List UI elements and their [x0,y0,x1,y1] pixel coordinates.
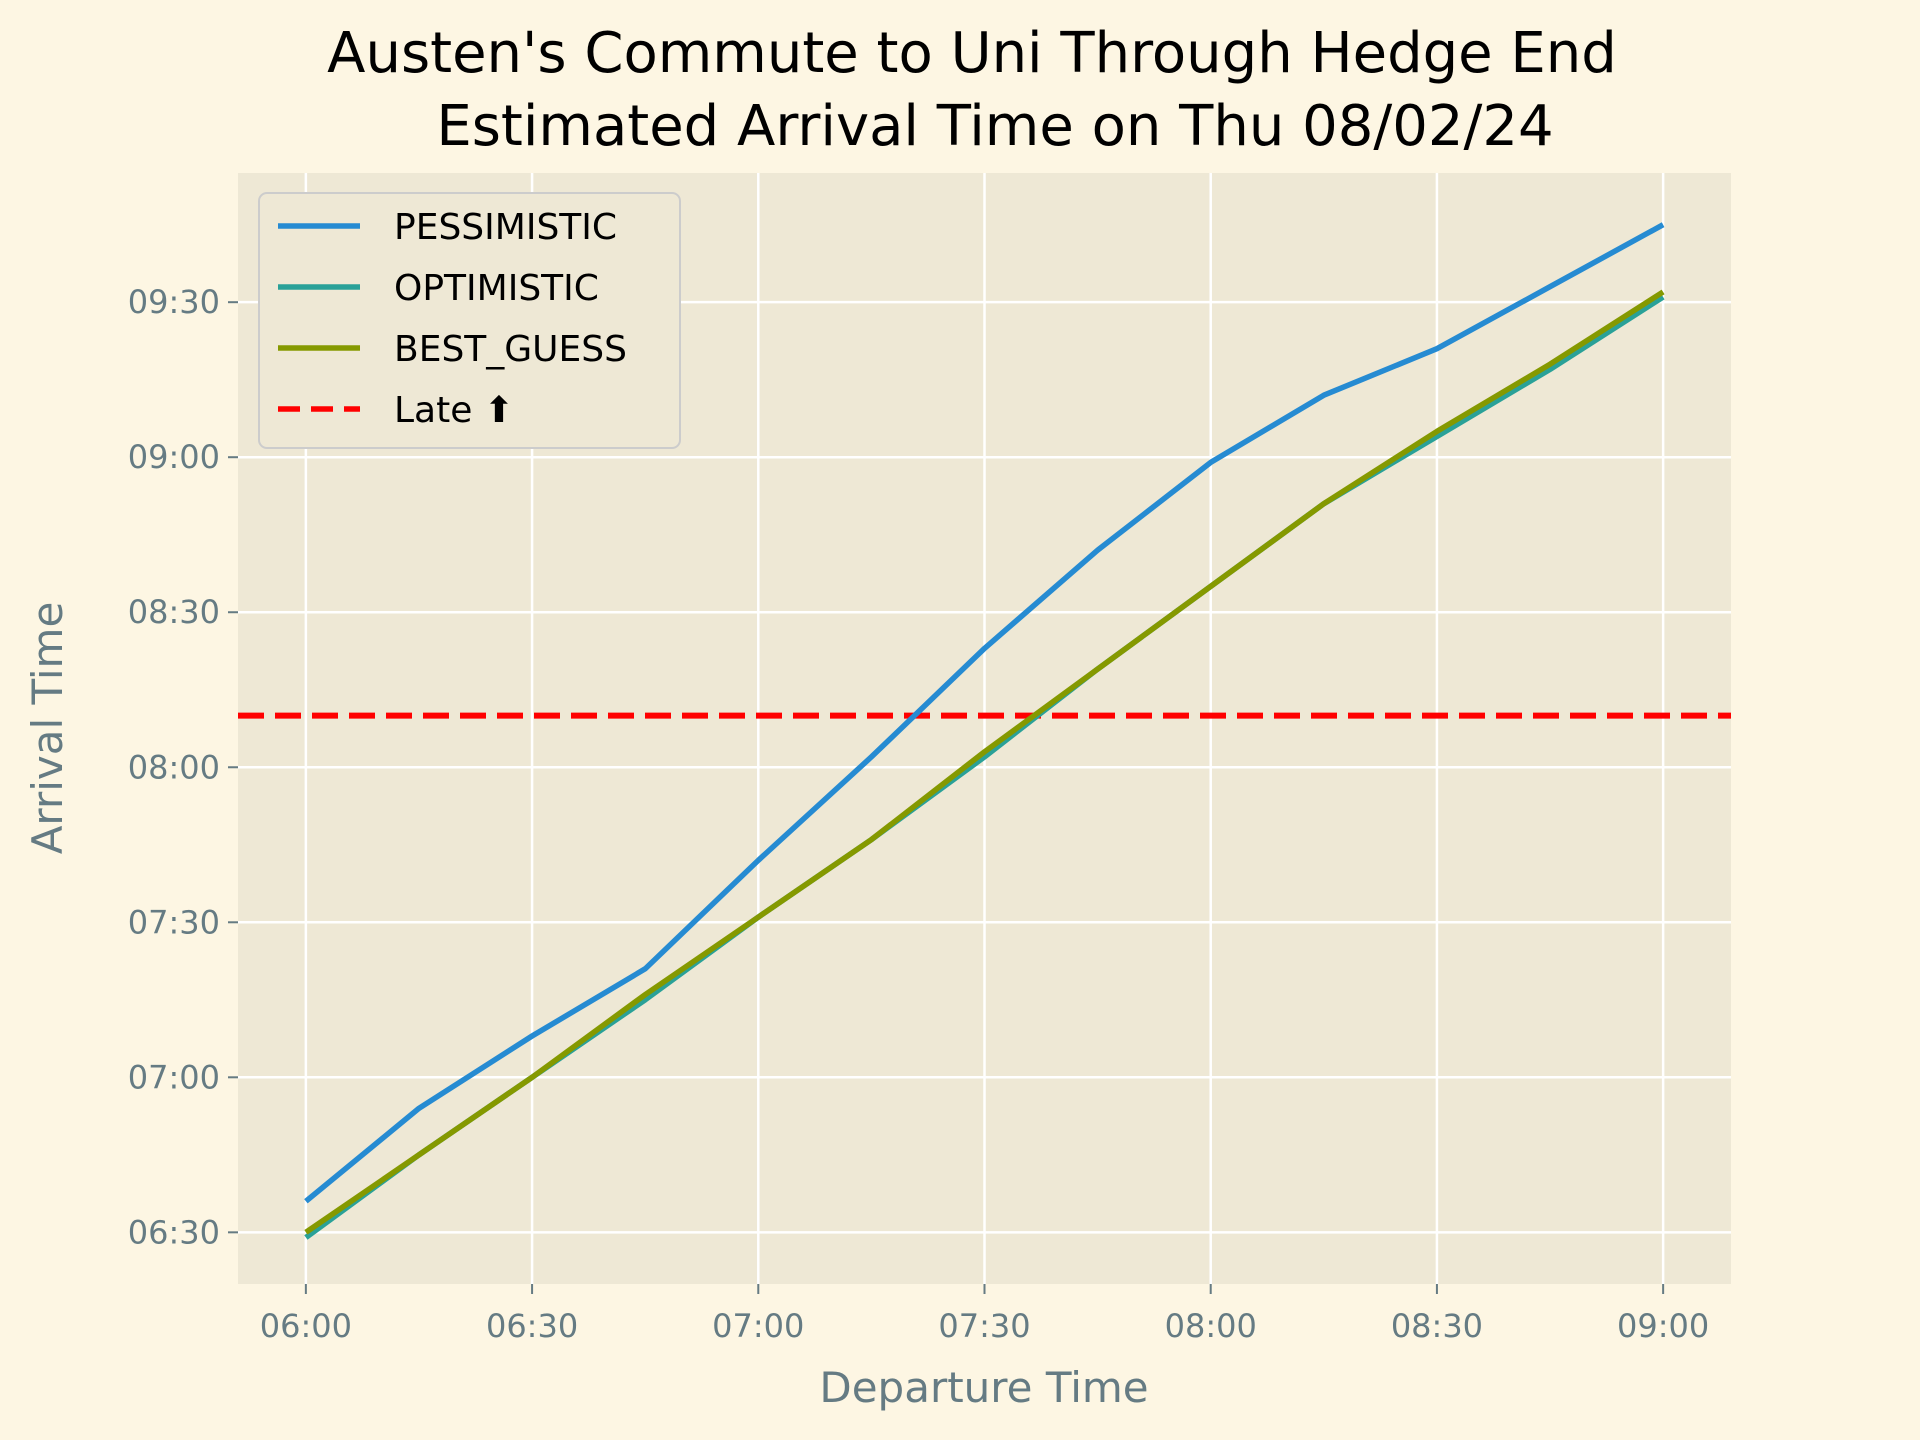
y-axis: 06:30 07:00 07:30 08:00 08:30 09:00 09:30 [128,283,238,1251]
series-lines [304,222,1665,1240]
x-tick-label: 07:30 [938,1307,1030,1345]
y-tick-label: 09:00 [128,438,220,476]
x-axis: 06:00 06:30 07:00 07:30 08:00 08:30 09:00 [260,1284,1709,1345]
legend-label: PESSIMISTIC [394,207,617,248]
series-line-best-guess [304,289,1665,1235]
chart-title-line-1: Austen's Commute to Uni Through Hedge En… [327,21,1617,86]
y-tick-label: 08:00 [128,748,220,786]
y-tick-label: 06:30 [128,1213,220,1251]
x-tick-label: 06:30 [486,1307,578,1345]
y-tick-label: 07:00 [128,1058,220,1096]
legend-box [258,192,681,449]
y-tick-label: 09:30 [128,283,220,321]
x-tick-label: 09:00 [1617,1307,1709,1345]
chart-title: Austen's Commute to Uni Through Hedge En… [327,21,1617,159]
grid [238,173,1731,1284]
legend: PESSIMISTIC OPTIMISTIC BEST_GUESS Late ⬆ [258,192,681,449]
legend-label: OPTIMISTIC [394,268,599,309]
legend-label: Late ⬆ [394,390,514,431]
x-tick-label: 06:00 [260,1307,352,1345]
x-tick-label: 07:00 [712,1307,804,1345]
y-axis-label: Arrival Time [23,602,72,855]
x-tick-label: 08:00 [1165,1307,1257,1345]
legend-label: BEST_GUESS [394,329,627,370]
x-tick-label: 08:30 [1391,1307,1483,1345]
series-line-pessimistic [304,222,1665,1204]
y-tick-label: 08:30 [128,593,220,631]
y-tick-label: 07:30 [128,903,220,941]
chart-subtitle: Estimated Arrival Time on Thu 08/02/24 [436,94,1553,159]
x-axis-label: Departure Time [819,1363,1148,1412]
